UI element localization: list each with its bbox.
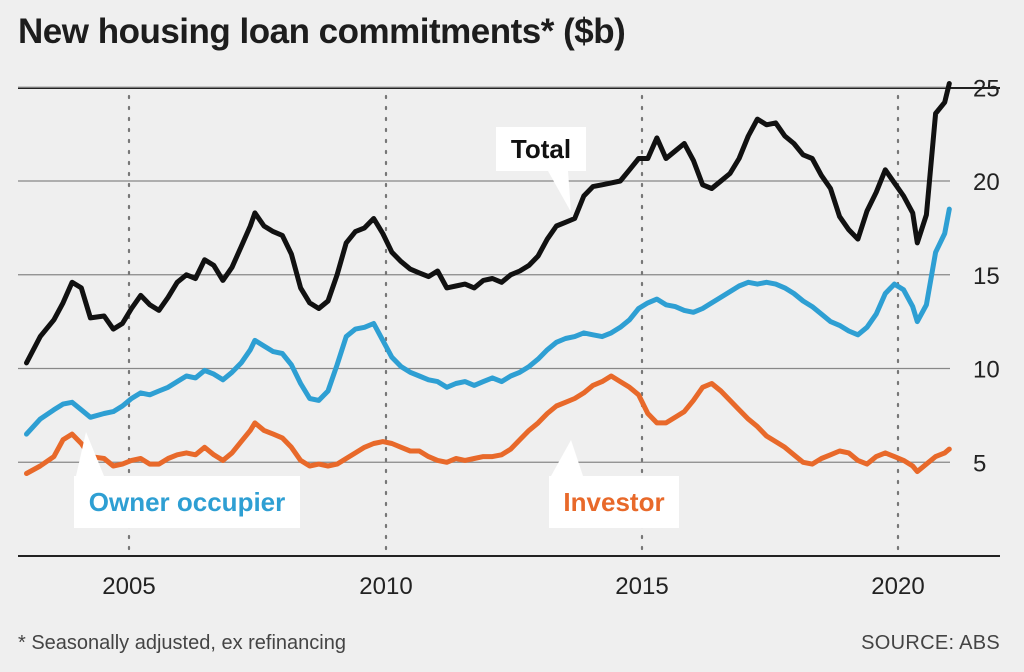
series-line-owner-occupier	[24, 206, 952, 437]
series-labels: Total Owner occupier Investor	[74, 127, 679, 528]
footnote: * Seasonally adjusted, ex refinancing	[18, 632, 346, 654]
source-credit: SOURCE: ABS	[861, 632, 1000, 654]
label-box	[549, 476, 679, 528]
label-pointer	[551, 440, 583, 476]
y-tick-label: 15	[973, 263, 1000, 290]
label-owner-occupier: Owner occupier	[74, 432, 300, 528]
axes: 5 10 15 20 25 2005 2010 2015 2020	[18, 75, 1000, 600]
series-lines	[24, 81, 952, 476]
label-box	[496, 127, 586, 171]
x-tick-label: 2015	[615, 573, 668, 600]
y-tick-label: 5	[973, 450, 986, 477]
label-pointer	[76, 432, 104, 476]
line-chart: 5 10 15 20 25 2005 2010 2015 2020 Total Owner occ…	[18, 75, 1000, 600]
y-tick-label: 20	[973, 169, 1000, 196]
chart-title: New housing loan commitments* ($b)	[18, 12, 626, 51]
series-label-text: Total	[511, 134, 571, 164]
gridlines	[18, 86, 1000, 558]
label-total: Total	[496, 127, 586, 212]
y-tick-label: 10	[973, 357, 1000, 384]
x-tick-label: 2020	[871, 573, 924, 600]
label-investor: Investor	[549, 440, 679, 528]
x-tick-label: 2010	[359, 573, 412, 600]
label-pointer	[548, 171, 571, 212]
series-line-total	[24, 81, 952, 366]
series-line-investor	[24, 373, 952, 476]
x-tick-label: 2005	[102, 573, 155, 600]
series-label-text: Owner occupier	[89, 487, 286, 517]
series-label-text: Investor	[563, 487, 664, 517]
y-tick-label: 25	[973, 75, 1000, 102]
label-box	[74, 476, 300, 528]
